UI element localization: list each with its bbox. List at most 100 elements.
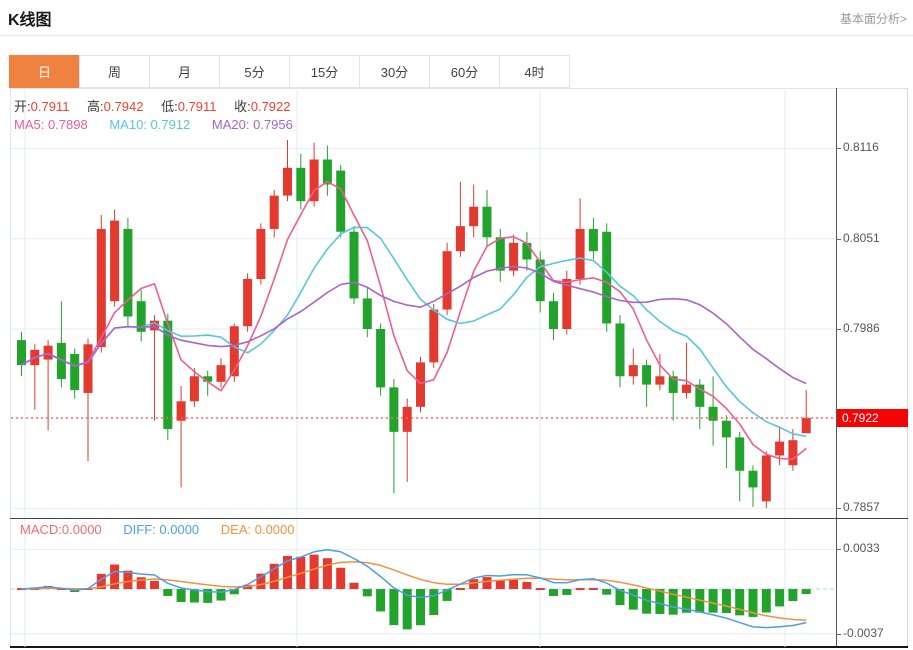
macd-bar (136, 577, 146, 590)
tab-月[interactable]: 月 (149, 55, 220, 88)
macd-bar (203, 589, 213, 603)
candle-body (416, 362, 425, 407)
close-value: 收:0.7922 (234, 99, 291, 114)
macd-bar (256, 573, 266, 590)
y-axis-tick (836, 329, 841, 330)
fundamental-analysis-link[interactable]: 基本面分析> (839, 12, 907, 26)
candle-body (522, 242, 532, 260)
y-axis-tick (836, 549, 841, 551)
tab-15分[interactable]: 15分 (289, 55, 360, 88)
macd-bar (17, 588, 26, 591)
candle-body (216, 365, 226, 382)
macd-bar (748, 589, 758, 617)
y-axis-line (836, 88, 837, 647)
ma20-value: MA20: 0.7956 (211, 117, 293, 132)
ma10-value: MA10: 0.7912 (109, 117, 191, 132)
y-axis-label: 0.8116 (843, 140, 879, 155)
macd-bar (562, 589, 572, 595)
ma-legend: MA5: 0.7898 MA10: 0.7912 MA20: 0.7956 (14, 117, 293, 132)
macd-bar (229, 589, 239, 595)
macd-bar (708, 589, 718, 613)
low-value: 低:0.7911 (161, 99, 217, 114)
candle-body (695, 384, 705, 407)
macd-bar (442, 589, 452, 601)
macd-bar (362, 589, 372, 597)
tab-60分[interactable]: 60分 (429, 55, 500, 88)
ma20-line (21, 265, 807, 385)
high-value: 高:0.7942 (87, 99, 144, 114)
tab-5分[interactable]: 5分 (219, 55, 290, 88)
macd-value: MACD:0.0000 (20, 522, 102, 537)
candle-body (509, 242, 519, 271)
macd-bar (588, 588, 598, 591)
macd-bar (336, 567, 346, 590)
macd-bar (735, 589, 745, 616)
tab-30分[interactable]: 30分 (359, 55, 430, 88)
diff-value: DIFF: 0.0000 (123, 522, 200, 537)
macd-bar (721, 589, 731, 614)
candle-body (136, 301, 146, 332)
candle-body (163, 320, 173, 430)
tab-日[interactable]: 日 (9, 55, 80, 88)
candle-body (708, 406, 718, 421)
candle-body (96, 228, 106, 348)
candle-body (735, 437, 745, 471)
macd-bar (549, 589, 558, 597)
macd-bar (682, 589, 691, 613)
y-axis-tick (836, 238, 841, 240)
candle-body (229, 326, 239, 377)
macd-bar (761, 589, 771, 613)
header-divider (0, 35, 913, 36)
macd-bar (376, 589, 386, 612)
y-axis-label: -0.0037 (843, 625, 884, 640)
panel-divider (10, 518, 908, 519)
page-title: K线图 (8, 12, 52, 29)
candle-body (562, 278, 572, 330)
candle-body (788, 440, 798, 466)
candle-body (283, 167, 292, 196)
candle-body (549, 301, 558, 330)
macd-bar (522, 582, 532, 590)
macd-bar (602, 589, 612, 595)
candle-body (801, 417, 811, 434)
candle-body (349, 231, 359, 299)
candle-body (615, 323, 625, 377)
candle-body (535, 259, 545, 302)
open-value: 开:0.7911 (14, 99, 70, 114)
macd-bar (110, 564, 120, 590)
y-axis-tick (836, 633, 841, 635)
candle-body (655, 376, 665, 385)
macd-bar (216, 589, 226, 601)
macd-bar (775, 589, 785, 607)
macd-chart (11, 519, 836, 647)
candle-body (256, 228, 266, 279)
dea-line (21, 560, 807, 621)
candle-body (189, 376, 199, 402)
candle-body (362, 298, 372, 330)
macd-bar (402, 589, 412, 630)
macd-bar (269, 563, 279, 590)
dea-value: DEA: 0.0000 (220, 522, 295, 537)
macd-bar (123, 570, 133, 590)
candle-body (429, 309, 439, 363)
candle-body (176, 401, 186, 421)
candle-body (721, 420, 731, 438)
macd-bar (509, 579, 519, 590)
macd-bar (96, 573, 106, 590)
macd-bar (389, 589, 399, 626)
candle-body (243, 278, 253, 327)
candle-body (123, 228, 133, 317)
candle-body (775, 441, 785, 456)
tab-周[interactable]: 周 (79, 55, 150, 88)
y-axis-label: 0.7857 (843, 500, 880, 515)
candle-body (70, 354, 80, 391)
ma10-line (21, 226, 807, 438)
tab-4时[interactable]: 4时 (499, 55, 570, 88)
candle-body (110, 220, 120, 302)
candle-body (469, 206, 479, 227)
diff-line (21, 548, 807, 629)
candle-body (389, 387, 399, 432)
chart-border-top (10, 88, 908, 89)
ohlc-legend: 开:0.7911 高:0.7942 低:0.7911 收:0.7922 (14, 96, 305, 115)
